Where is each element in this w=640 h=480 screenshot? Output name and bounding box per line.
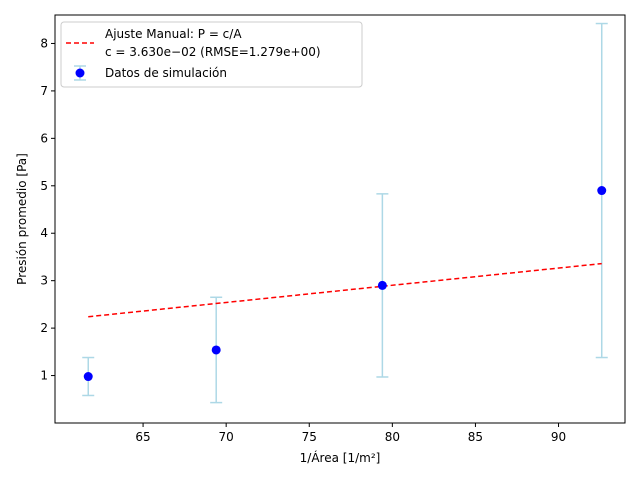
x-tick-label: 80 bbox=[385, 430, 400, 444]
data-point bbox=[597, 186, 607, 196]
y-tick-label: 2 bbox=[40, 321, 48, 335]
legend-box bbox=[60, 21, 363, 88]
legend-data-swatch bbox=[74, 65, 86, 81]
axes-frame bbox=[54, 14, 626, 424]
x-axis-label: 1/Área [1/m²] bbox=[300, 450, 381, 465]
y-tick-label: 7 bbox=[40, 84, 48, 98]
y-tick-label: 4 bbox=[40, 226, 48, 240]
data-point bbox=[211, 345, 221, 355]
y-tick-label: 1 bbox=[40, 369, 48, 383]
data-point bbox=[83, 372, 93, 382]
y-tick-label: 6 bbox=[40, 131, 48, 145]
y-tick-label: 8 bbox=[40, 36, 48, 50]
y-tick-label: 5 bbox=[40, 179, 48, 193]
fit-line bbox=[88, 262, 602, 318]
y-tick-label: 3 bbox=[40, 274, 48, 288]
x-tick-label: 90 bbox=[551, 430, 566, 444]
data-point bbox=[377, 280, 387, 290]
y-axis-label: Presión promedio [Pa] bbox=[15, 153, 29, 285]
x-tick-label: 65 bbox=[135, 430, 150, 444]
legend: Ajuste Manual: P = c/A c = 3.630e−02 (RM… bbox=[60, 21, 363, 88]
y-ticks: 1 2 3 4 5 6 7 8 bbox=[40, 36, 55, 383]
x-tick-label: 75 bbox=[302, 430, 317, 444]
legend-data-label: Datos de simulación bbox=[105, 66, 227, 80]
plot-area bbox=[82, 22, 608, 404]
x-ticks: 65 70 75 80 85 90 bbox=[135, 423, 566, 444]
axes bbox=[54, 14, 626, 424]
x-tick-label: 85 bbox=[468, 430, 483, 444]
legend-fit-label: Ajuste Manual: P = c/A bbox=[105, 27, 242, 41]
x-tick-label: 70 bbox=[219, 430, 234, 444]
legend-fit-label-line2: c = 3.630e−02 (RMSE=1.279e+00) bbox=[105, 45, 321, 59]
